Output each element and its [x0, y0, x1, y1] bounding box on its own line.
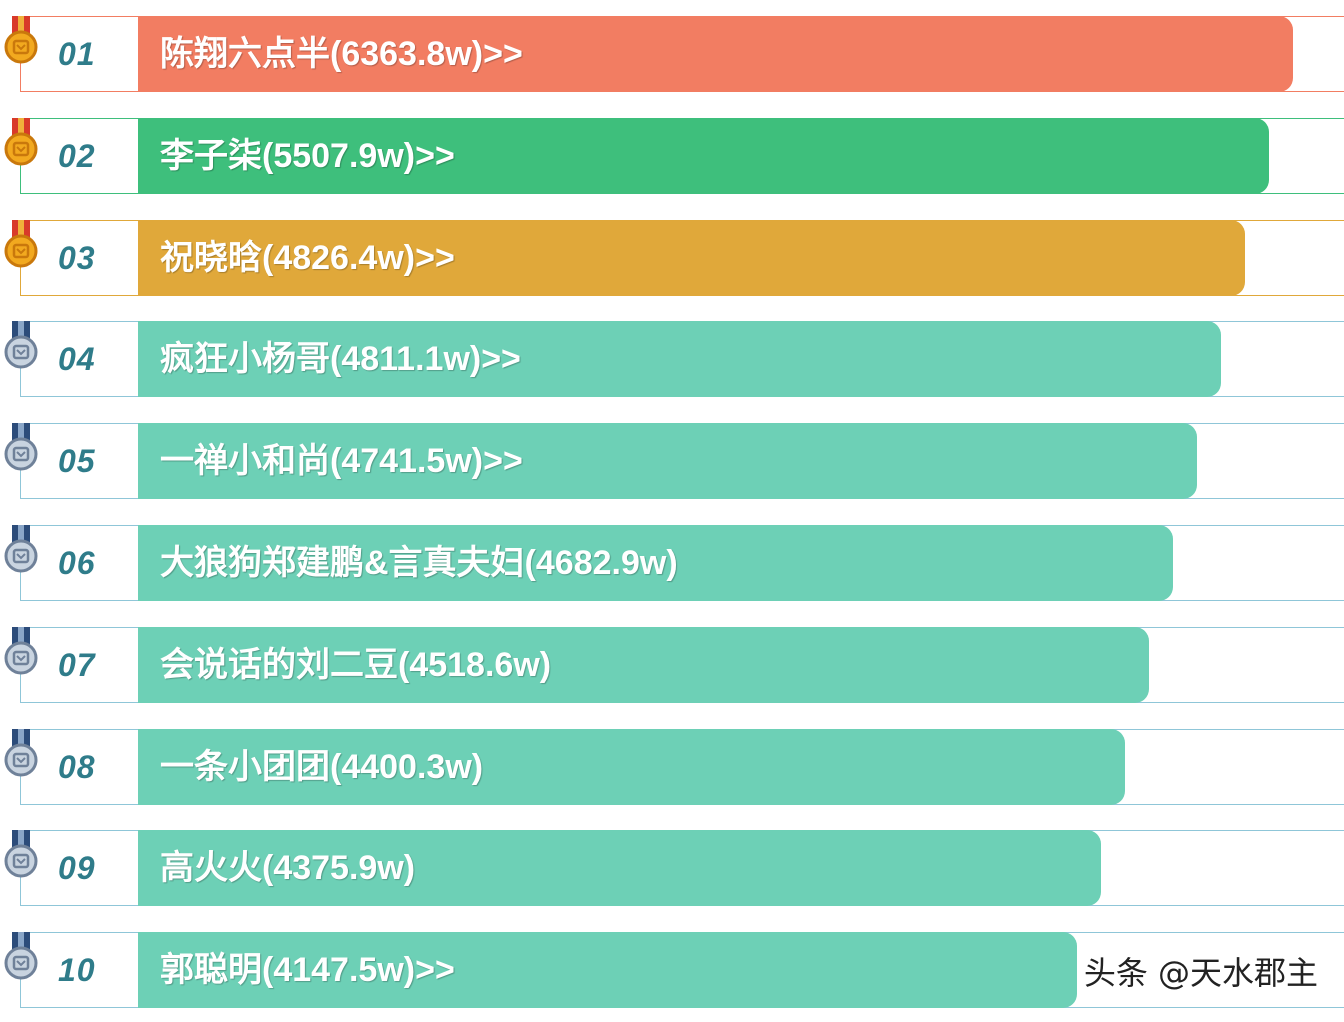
rank-box [20, 423, 138, 499]
bar-label[interactable]: 大狼狗郑建鹏&言真夫妇(4682.9w) [160, 544, 678, 582]
rank-box [20, 16, 138, 92]
bar-label[interactable]: 祝晓晗(4826.4w)>> [160, 239, 455, 277]
rank-number: 06 [58, 545, 96, 581]
watermark: 头条 @天水郡主 [1083, 954, 1318, 992]
rank-number: 01 [58, 36, 96, 72]
ranking-row: 07 会说话的刘二豆(4518.6w) [0, 627, 1344, 703]
rank-number: 04 [58, 341, 96, 377]
ranking-row: 10 郭聪明(4147.5w)>> [0, 932, 1344, 1008]
silver-medal-icon [2, 627, 40, 679]
bar-label[interactable]: 一条小团团(4400.3w) [160, 748, 484, 786]
bar-label[interactable]: 高火火(4375.9w) [160, 849, 416, 887]
bar [138, 220, 1245, 296]
bar-label[interactable]: 会说话的刘二豆(4518.6w) [160, 646, 552, 684]
bar [138, 729, 1125, 805]
bar [138, 118, 1269, 194]
silver-medal-icon [2, 321, 40, 373]
silver-medal-icon [2, 525, 40, 577]
rank-number: 05 [58, 443, 96, 479]
silver-medal-icon [2, 423, 40, 475]
rank-number: 03 [58, 240, 96, 276]
ranking-row: 04 疯狂小杨哥(4811.1w)>> [0, 321, 1344, 397]
ranking-row: 03 祝晓晗(4826.4w)>> [0, 220, 1344, 296]
bar-label[interactable]: 郭聪明(4147.5w)>> [160, 951, 455, 989]
bar [138, 16, 1293, 92]
rank-number: 08 [58, 749, 96, 785]
rank-number: 07 [58, 647, 96, 683]
gold-medal-icon [2, 16, 40, 68]
rank-box [20, 729, 138, 805]
rank-box [20, 220, 138, 296]
ranking-row: 08 一条小团团(4400.3w) [0, 729, 1344, 805]
rank-box [20, 932, 138, 1008]
ranking-row: 09 高火火(4375.9w) [0, 830, 1344, 906]
bar [138, 932, 1077, 1008]
bar-label[interactable]: 疯狂小杨哥(4811.1w)>> [160, 340, 521, 378]
gold-medal-icon [2, 220, 40, 272]
rank-number: 10 [58, 952, 96, 988]
rank-box [20, 525, 138, 601]
ranking-row: 01 陈翔六点半(6363.8w)>> [0, 16, 1344, 92]
gold-medal-icon [2, 118, 40, 170]
silver-medal-icon [2, 830, 40, 882]
rank-box [20, 118, 138, 194]
ranking-row: 02 李子柒(5507.9w)>> [0, 118, 1344, 194]
bar [138, 627, 1149, 703]
silver-medal-icon [2, 932, 40, 984]
rank-number: 02 [58, 138, 96, 174]
ranking-row: 06 大狼狗郑建鹏&言真夫妇(4682.9w) [0, 525, 1344, 601]
bar [138, 525, 1173, 601]
bar-label[interactable]: 陈翔六点半(6363.8w)>> [160, 35, 523, 73]
bar [138, 423, 1197, 499]
ranking-row: 05 一禅小和尚(4741.5w)>> [0, 423, 1344, 499]
bar [138, 321, 1221, 397]
rank-box [20, 321, 138, 397]
bar-label[interactable]: 李子柒(5507.9w)>> [160, 137, 455, 175]
bar [138, 830, 1101, 906]
rank-box [20, 627, 138, 703]
bar-label[interactable]: 一禅小和尚(4741.5w)>> [160, 442, 523, 480]
silver-medal-icon [2, 729, 40, 781]
rank-number: 09 [58, 850, 96, 886]
